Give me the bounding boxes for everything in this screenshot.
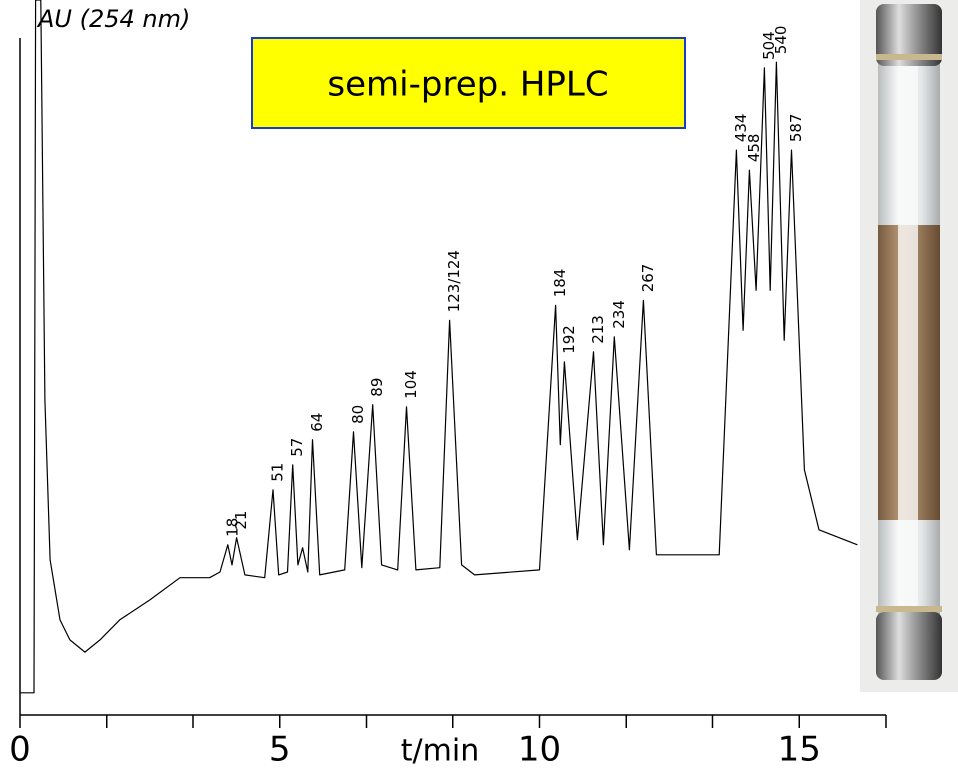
peak-label: 184 <box>551 269 569 298</box>
peak-label: 458 <box>745 134 763 163</box>
column-photo <box>860 0 958 692</box>
peak-label: 80 <box>349 405 367 424</box>
title-box <box>251 37 686 129</box>
peak-label: 587 <box>787 114 805 143</box>
y-axis-label: AU (254 nm) <box>36 5 190 33</box>
x-axis-label: t/min <box>401 734 479 769</box>
peak-label: 540 <box>772 26 790 55</box>
x-tick-label: 5 <box>269 730 291 770</box>
peak-label: 213 <box>589 315 607 344</box>
peak-label: 234 <box>610 300 628 329</box>
peak-label: 504 <box>760 31 778 60</box>
peak-label: 64 <box>308 413 326 432</box>
peak-label: 434 <box>732 114 750 143</box>
peak-label: 192 <box>560 325 578 354</box>
peak-label: 51 <box>268 463 286 482</box>
x-tick-label: 0 <box>9 730 31 770</box>
trace <box>20 0 858 694</box>
peak-label: 57 <box>288 438 306 457</box>
peak-label: 89 <box>368 378 386 397</box>
peak-label: 21 <box>232 511 250 530</box>
x-tick-label: 15 <box>778 730 821 770</box>
peak-label: 123/124 <box>445 250 463 312</box>
chart-title: semi-prep. HPLC <box>327 65 608 105</box>
peak-label: 104 <box>402 370 420 399</box>
x-tick-label: 10 <box>518 730 561 770</box>
peak-label: 18 <box>223 518 241 537</box>
peak-label: 267 <box>639 264 657 293</box>
